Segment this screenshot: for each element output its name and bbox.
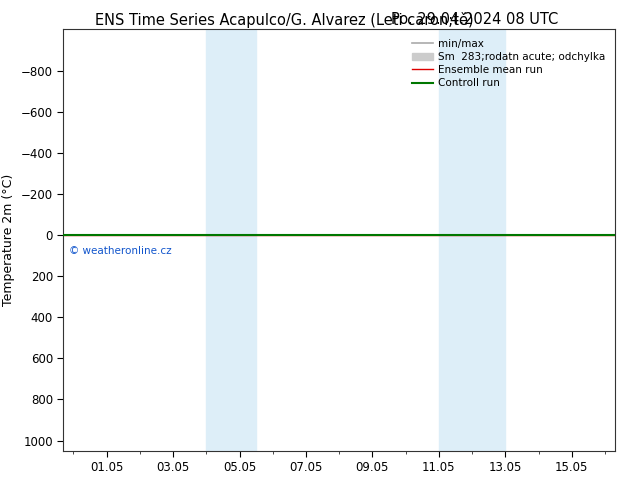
Bar [206,29,256,451]
Text: © weatheronline.cz: © weatheronline.cz [69,246,172,256]
Legend: min/max, Sm  283;rodatn acute; odchylka, Ensemble mean run, Controll run: min/max, Sm 283;rodatn acute; odchylka, … [408,35,610,92]
Text: ENS Time Series Acapulco/G. Alvarez (Leti caron;tě): ENS Time Series Acapulco/G. Alvarez (Let… [95,12,474,28]
Bar [439,29,505,451]
Y-axis label: Temperature 2m (°C): Temperature 2m (°C) [3,174,15,306]
Text: Po. 29.04.2024 08 UTC: Po. 29.04.2024 08 UTC [391,12,558,27]
